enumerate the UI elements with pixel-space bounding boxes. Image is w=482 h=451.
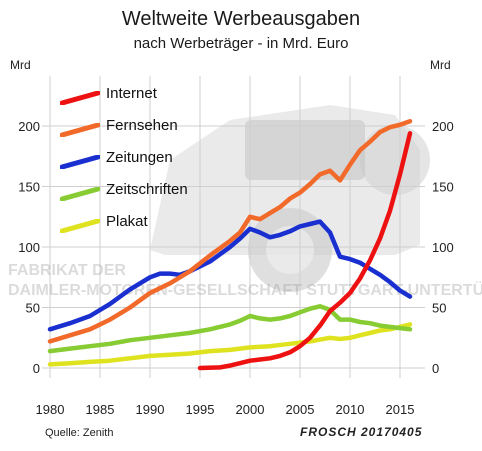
- legend-swatch: [59, 154, 101, 170]
- y-tick-label-left: 50: [26, 301, 40, 316]
- background-lettering: FABRIKAT DERDAIMLER-MOTOREN-GESELLSCHAFT…: [8, 262, 482, 299]
- legend: Internet Fernsehen Zeitungen Zeitschriften P…: [59, 85, 205, 245]
- x-tick-label: 2000: [236, 402, 265, 417]
- background-car-illustration: [150, 105, 430, 292]
- legend-label: Internet: [106, 85, 157, 102]
- y-tick-label-right: 100: [432, 240, 454, 255]
- x-tick-label: 1985: [86, 402, 115, 417]
- y-tick-label-left: 0: [33, 361, 40, 376]
- legend-label: Zeitungen: [106, 149, 173, 166]
- legend-item-zeitungen: Zeitungen: [59, 149, 205, 181]
- legend-item-plakat: Plakat: [59, 213, 205, 245]
- y-tick-label-right: 0: [432, 361, 439, 376]
- series-lines: [47, 118, 413, 371]
- y-axis-unit-right: Mrd: [430, 58, 451, 72]
- x-tick-label: 1980: [36, 402, 65, 417]
- legend-item-fernsehen: Fernsehen: [59, 117, 205, 149]
- x-axis: 1980 1985 1990 1995 2000 2005 2010 2015: [36, 402, 415, 417]
- series-line-zeitschriften: [47, 304, 413, 354]
- artist-signature: FROSCH 20170405: [300, 425, 423, 439]
- y-axis-left: 0 50 100 150 200: [18, 119, 40, 376]
- series-line-zeitungen: [47, 219, 413, 332]
- legend-swatch: [59, 122, 101, 138]
- legend-label: Fernsehen: [106, 117, 178, 134]
- background-lettering-line: FABRIKAT DER: [8, 262, 126, 279]
- legend-item-zeitschriften: Zeitschriften: [59, 181, 205, 213]
- series-line-plakat: [47, 322, 413, 367]
- x-tick-label: 2010: [336, 402, 365, 417]
- legend-label: Plakat: [106, 213, 148, 230]
- chart-subtitle: nach Werbeträger - in Mrd. Euro: [133, 35, 349, 52]
- y-tick-label-left: 150: [18, 180, 40, 195]
- y-axis-unit-left: Mrd: [10, 58, 31, 72]
- chart-title: Weltweite Werbeausgaben: [121, 8, 361, 30]
- x-tick-label: 2005: [286, 402, 315, 417]
- x-tick-label: 1990: [136, 402, 165, 417]
- legend-item-internet: Internet: [59, 85, 205, 117]
- source-note: Quelle: Zenith: [45, 427, 114, 439]
- legend-swatch: [59, 90, 101, 106]
- legend-swatch: [59, 218, 101, 234]
- legend-swatch: [59, 186, 101, 202]
- x-tick-label: 1995: [186, 402, 215, 417]
- y-tick-label-right: 200: [432, 119, 454, 134]
- y-tick-label-right: 50: [432, 301, 446, 316]
- series-line-fernsehen: [47, 118, 413, 344]
- y-tick-label-left: 200: [18, 119, 40, 134]
- y-tick-label-left: 100: [18, 240, 40, 255]
- series-line-internet: [197, 131, 413, 371]
- y-tick-label-right: 150: [432, 180, 454, 195]
- legend-label: Zeitschriften: [106, 181, 188, 198]
- x-tick-label: 2015: [386, 402, 415, 417]
- y-axis-right: 0 50 100 150 200: [432, 119, 454, 376]
